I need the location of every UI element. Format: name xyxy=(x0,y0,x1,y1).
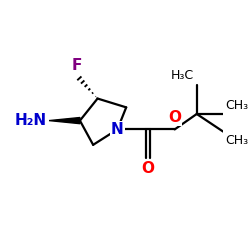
Text: O: O xyxy=(168,110,181,126)
Text: CH₃: CH₃ xyxy=(225,99,248,112)
Text: O: O xyxy=(142,161,155,176)
Text: F: F xyxy=(72,58,82,73)
Text: N: N xyxy=(111,122,124,137)
Text: H₃C: H₃C xyxy=(170,69,194,82)
Text: CH₃: CH₃ xyxy=(225,134,248,147)
Text: H₂N: H₂N xyxy=(15,113,47,128)
Polygon shape xyxy=(49,118,80,124)
